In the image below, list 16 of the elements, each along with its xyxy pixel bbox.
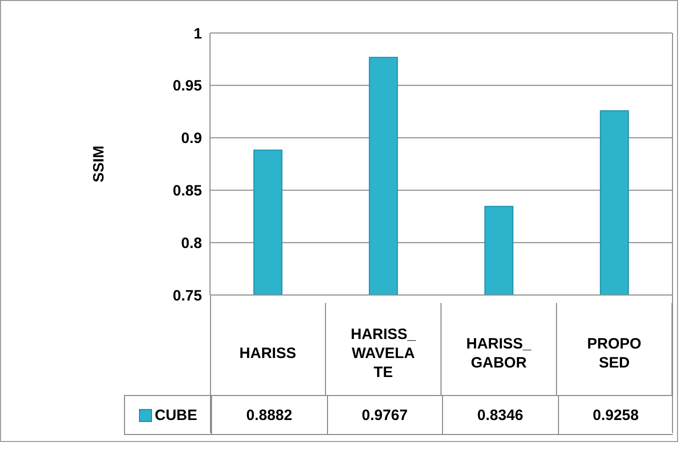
legend-label: CUBE [154, 406, 198, 424]
data-label: 0.9258 [558, 396, 673, 434]
data-label: 0.8346 [442, 396, 558, 434]
data-label: 0.8882 [211, 396, 326, 434]
x-tick-label: HARISS [239, 345, 296, 362]
x-tick-label: PROPOSED [587, 336, 642, 372]
y-tick-label: 0.95 [172, 78, 202, 95]
y-tick-label: 0.85 [172, 182, 202, 200]
x-tick-label: HARISS_WAVELATE [350, 326, 416, 381]
x-tick-label: HARISS_GABOR [466, 336, 532, 372]
y-tick-label: 1 [194, 25, 202, 42]
y-tick-label: 0.9 [181, 130, 202, 148]
y-axis-title: SSIM [90, 146, 108, 182]
y-tick-label: 0.8 [181, 234, 202, 252]
y-tick-label: 0.75 [172, 287, 202, 304]
data-label: 0.9767 [326, 396, 442, 434]
